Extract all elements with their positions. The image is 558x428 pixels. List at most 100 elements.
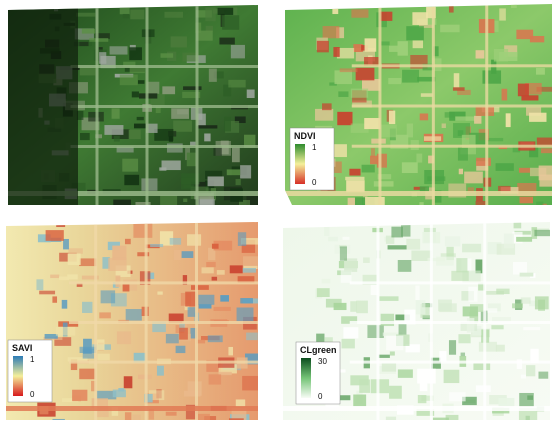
map-texture [391,226,403,238]
map-texture [445,414,459,420]
map-texture [144,393,153,403]
map-texture [246,195,258,205]
map-texture [207,335,223,343]
map-texture [519,196,534,204]
map-texture [346,180,365,193]
map-texture [458,334,471,344]
map-texture [464,171,483,184]
map-texture [474,115,482,124]
map-texture [135,201,151,205]
map-texture [245,353,258,365]
map-texture [364,57,379,66]
map-texture [434,190,442,203]
map-texture [421,395,434,401]
map-texture [74,28,94,40]
map-texture [72,389,88,401]
map-texture [133,352,146,363]
map-texture [119,7,130,15]
map-texture [529,112,547,122]
map-texture [55,326,76,336]
map-texture [194,192,214,200]
map-texture [177,109,189,115]
legend-min-label: 0 [30,390,35,399]
road [285,191,552,196]
map-texture [236,307,254,322]
tree-shade [8,5,78,205]
map-texture [417,368,436,384]
map-texture [195,30,213,41]
legend-title: NDVI [294,131,316,141]
map-texture [455,116,475,121]
map-texture [401,162,418,174]
map-texture [487,308,498,313]
map-texture [52,296,58,303]
map-texture [161,160,181,171]
map-texture [220,295,229,302]
map-texture [91,380,96,392]
map-panel [8,5,258,205]
map-texture [397,41,408,56]
map-texture [536,67,545,75]
map-texture [330,144,347,158]
map-texture [513,222,522,229]
map-texture [195,10,212,18]
map-texture [485,290,504,295]
map-texture [345,176,365,181]
map-texture [333,395,351,401]
map-texture [333,302,347,311]
map-texture [104,125,124,135]
map-texture [492,317,511,323]
map-texture [444,112,455,118]
map-texture [362,274,377,285]
map-texture [240,165,252,179]
map-panel [285,4,552,205]
map-texture [118,388,125,392]
map-texture [148,390,165,401]
map-texture [137,80,145,84]
map-texture [129,66,145,74]
map-texture [213,240,233,251]
map-texture [154,128,174,141]
map-texture [237,232,247,246]
map-texture [322,26,340,39]
map-texture [228,79,246,88]
road [69,321,258,324]
map-texture [63,238,69,250]
map-texture [206,359,221,372]
map-texture [68,82,88,94]
map-texture [449,392,466,402]
map-texture [415,285,420,301]
map-texture [367,325,384,338]
map-texture [341,338,355,349]
map-texture [456,258,468,273]
map-texture [208,247,216,261]
map-texture [97,407,109,418]
map-texture [181,251,194,258]
map-texture [226,169,241,176]
map-texture [538,299,545,311]
road [283,406,550,411]
map-texture [129,47,142,61]
map-texture [448,340,457,355]
road [349,360,550,364]
map-texture [350,123,369,133]
map-panel [6,222,258,420]
road [349,321,550,324]
map-texture [451,270,469,281]
map-texture [412,40,424,49]
map-texture [235,399,246,407]
map-texture [81,275,99,280]
map-texture [184,304,190,311]
map-texture [45,230,64,241]
legend-title: CLgreen [300,345,337,355]
map-texture [205,25,213,32]
map-texture [100,290,116,304]
map-texture [321,278,331,284]
map-texture [68,248,83,254]
map-texture [67,357,88,362]
map-texture [70,359,78,371]
map-texture [526,365,536,377]
map-texture [82,348,95,359]
map-texture [512,303,523,309]
map-texture [73,41,89,47]
